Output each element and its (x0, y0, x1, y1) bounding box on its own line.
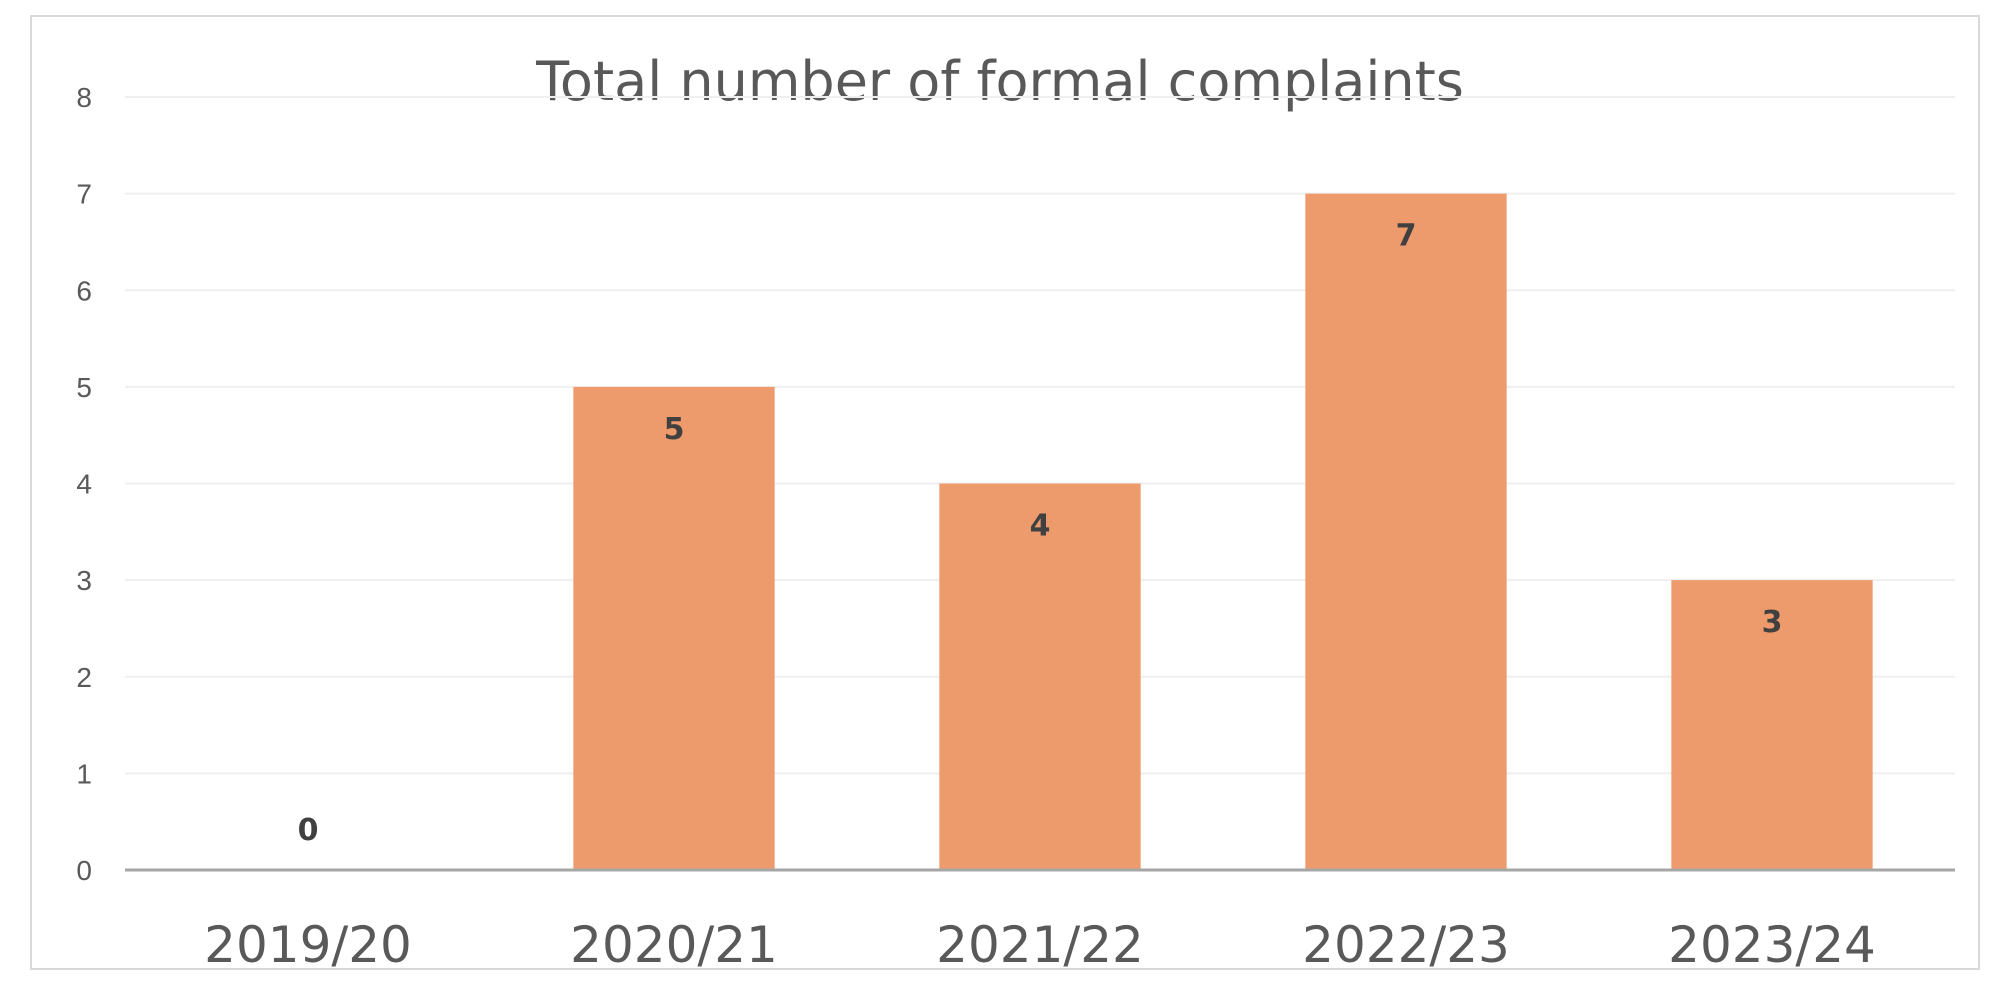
bar (573, 386, 775, 870)
x-axis-tick-labels: 2019/20 2020/21 2021/22 2022/23 2023/24 (204, 916, 1876, 974)
y-tick-label: 6 (76, 275, 92, 306)
y-tick-label: 1 (76, 758, 92, 789)
x-tick-label: 2019/20 (204, 916, 412, 974)
data-label: 0 (298, 813, 319, 848)
data-label: 7 (1396, 219, 1417, 254)
data-labels: 0 5 4 7 3 (298, 219, 1783, 848)
y-tick-label: 8 (76, 82, 92, 113)
bars (573, 193, 1873, 870)
gridlines (125, 96, 1955, 775)
y-tick-label: 7 (76, 179, 92, 210)
x-tick-label: 2021/22 (936, 916, 1144, 974)
bar (1671, 580, 1873, 870)
data-label: 3 (1762, 605, 1783, 640)
y-tick-label: 4 (76, 469, 92, 500)
bar (1305, 193, 1507, 870)
y-tick-label: 2 (76, 662, 92, 693)
chart-title: Total number of formal complaints (535, 50, 1464, 113)
x-tick-label: 2023/24 (1668, 916, 1876, 974)
y-tick-label: 5 (76, 372, 92, 403)
data-label: 4 (1030, 509, 1051, 544)
y-axis-tick-labels: 0 1 2 3 4 5 6 7 8 (76, 82, 92, 886)
x-tick-label: 2022/23 (1302, 916, 1510, 974)
bar (939, 483, 1141, 870)
data-label: 5 (664, 412, 685, 447)
y-tick-label: 3 (76, 565, 92, 596)
y-tick-label: 0 (76, 855, 92, 886)
x-tick-label: 2020/21 (570, 916, 778, 974)
